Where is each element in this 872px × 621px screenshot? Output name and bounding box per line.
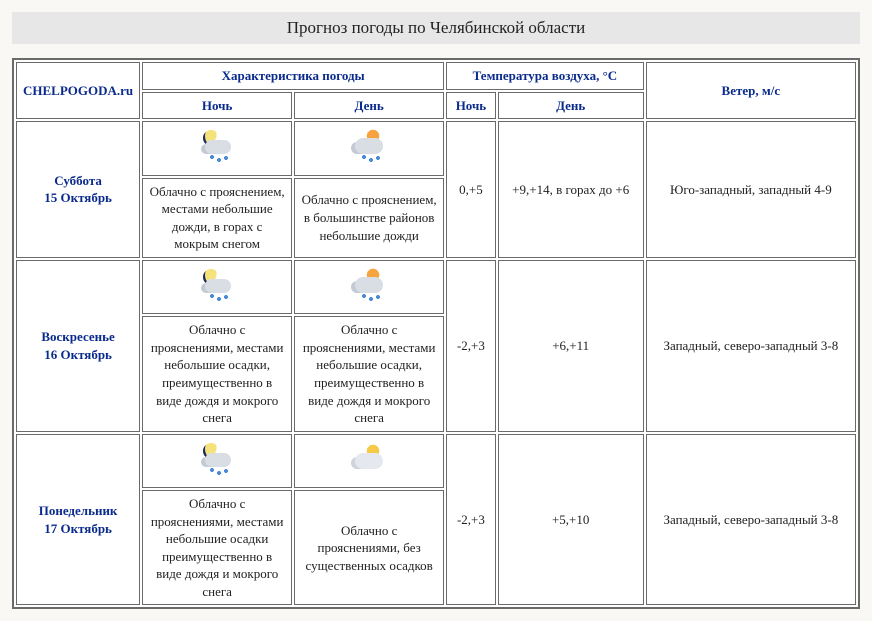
header-characteristics: Характеристика погоды xyxy=(142,62,444,90)
header-char-night: Ночь xyxy=(142,92,292,120)
temp-night: -2,+3 xyxy=(446,434,496,606)
day-date: 17 Октябрь xyxy=(23,520,133,538)
night-desc: Облачно с прояснениями, местами небольши… xyxy=(142,316,292,431)
night-desc: Облачно с прояснением, местами небольшие… xyxy=(142,178,292,258)
header-wind: Ветер, м/с xyxy=(646,62,856,119)
page-title: Прогноз погоды по Челябинской области xyxy=(12,12,860,44)
forecast-body: Суббота15 Октябрь 0,+5+9,+14, в горах до … xyxy=(16,121,856,605)
day-weather-icon xyxy=(294,434,444,489)
weather-icon xyxy=(349,126,389,166)
forecast-table: CHELPOGODA.ru Характеристика погоды Темп… xyxy=(12,58,860,609)
day-desc: Облачно с прояснениями, местами небольши… xyxy=(294,316,444,431)
temp-day: +9,+14, в горах до +6 xyxy=(498,121,644,258)
day-name: Воскресенье xyxy=(23,328,133,346)
weather-icon xyxy=(349,439,389,479)
day-name: Суббота xyxy=(23,172,133,190)
wind: Юго-западный, западный 4-9 xyxy=(646,121,856,258)
day-desc: Облачно с прояснениями, без существенных… xyxy=(294,490,444,605)
day-label: Воскресенье16 Октябрь xyxy=(16,260,140,432)
header-temp-night: Ночь xyxy=(446,92,496,120)
day-label: Суббота15 Октябрь xyxy=(16,121,140,258)
header-temp-day: День xyxy=(498,92,644,120)
site-label-cell: CHELPOGODA.ru xyxy=(16,62,140,119)
temp-night: -2,+3 xyxy=(446,260,496,432)
day-date: 15 Октябрь xyxy=(23,189,133,207)
day-weather-icon xyxy=(294,121,444,176)
wind: Западный, северо-западный 3-8 xyxy=(646,260,856,432)
night-weather-icon xyxy=(142,260,292,315)
temp-day: +5,+10 xyxy=(498,434,644,606)
weather-icon xyxy=(197,439,237,479)
day-date: 16 Октябрь xyxy=(23,346,133,364)
day-weather-icon xyxy=(294,260,444,315)
temp-day: +6,+11 xyxy=(498,260,644,432)
header-temperature: Температура воздуха, °C xyxy=(446,62,644,90)
weather-icon xyxy=(349,265,389,305)
weather-icon xyxy=(197,265,237,305)
temp-night: 0,+5 xyxy=(446,121,496,258)
night-weather-icon xyxy=(142,434,292,489)
wind: Западный, северо-западный 3-8 xyxy=(646,434,856,606)
weather-icon xyxy=(197,126,237,166)
night-weather-icon xyxy=(142,121,292,176)
day-desc: Облачно с прояснением, в большинстве рай… xyxy=(294,178,444,258)
day-label: Понедельник17 Октябрь xyxy=(16,434,140,606)
night-desc: Облачно с прояснениями, местами небольши… xyxy=(142,490,292,605)
header-char-day: День xyxy=(294,92,444,120)
day-name: Понедельник xyxy=(23,502,133,520)
